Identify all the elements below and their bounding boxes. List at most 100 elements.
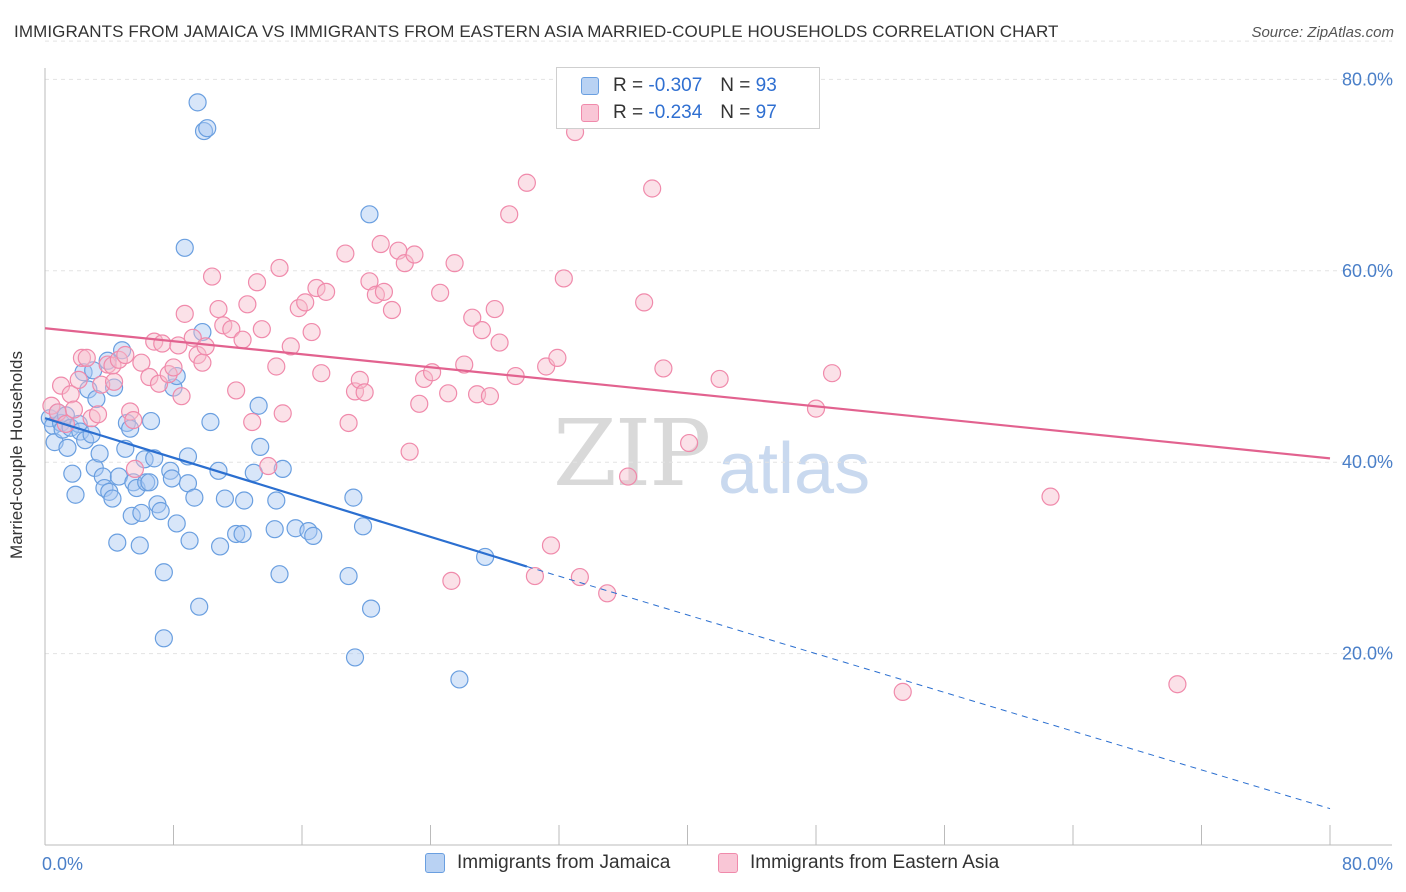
data-point	[196, 337, 215, 356]
data-point	[209, 299, 228, 319]
data-point	[431, 283, 450, 302]
data-point	[548, 348, 567, 367]
data-point	[132, 503, 151, 523]
data-point	[87, 389, 106, 409]
data-point	[124, 473, 143, 492]
data-point	[500, 205, 519, 224]
data-point	[69, 370, 88, 389]
data-point	[312, 364, 331, 383]
data-point	[339, 413, 358, 433]
data-point	[336, 244, 355, 263]
data-point	[153, 334, 172, 353]
series-jamaica-points	[40, 93, 495, 689]
data-point	[215, 489, 234, 508]
data-point	[361, 599, 381, 618]
legend-item-eastern-asia[interactable]: Immigrants from Eastern Asia	[718, 852, 999, 874]
data-point	[296, 293, 315, 312]
data-point	[485, 299, 504, 319]
legend-label-jamaica: Immigrants from Jamaica	[457, 852, 671, 873]
legend-swatch-blue	[581, 77, 599, 95]
chart-title: IMMIGRANTS FROM JAMAICA VS IMMIGRANTS FR…	[14, 22, 1059, 41]
data-point	[405, 245, 424, 264]
data-point	[267, 357, 286, 376]
legend-r-value: -0.307	[648, 75, 703, 96]
data-point	[77, 348, 96, 367]
x-tick-label: 0.0%	[42, 854, 83, 874]
data-point	[273, 404, 292, 423]
data-point	[344, 488, 363, 507]
legend-r-label: R =	[613, 102, 644, 123]
source-label: Source: ZipAtlas.com	[1251, 24, 1394, 41]
data-point	[201, 412, 220, 432]
data-point	[198, 119, 217, 138]
legend-n-label: N =	[720, 75, 751, 96]
data-point	[463, 308, 482, 327]
data-point	[227, 381, 246, 400]
trend-lines	[44, 327, 1331, 810]
data-point	[267, 491, 286, 510]
data-point	[445, 254, 464, 273]
legend-item-jamaica[interactable]: Immigrants from Jamaica	[425, 852, 670, 874]
data-point	[193, 322, 212, 342]
data-point	[149, 374, 169, 393]
tick-labels: 20.0% 40.0% 60.0% 80.0% 0.0% 80.0%	[42, 69, 1393, 874]
data-point	[304, 526, 323, 545]
data-point	[88, 405, 108, 424]
legend-r-label: R =	[613, 75, 644, 96]
data-point	[104, 372, 124, 391]
data-point	[259, 456, 278, 476]
data-point	[141, 411, 161, 431]
legend-label-eastern-asia: Immigrants from Eastern Asia	[750, 852, 1000, 873]
data-point	[680, 433, 699, 453]
data-point	[249, 396, 268, 415]
data-point	[345, 382, 365, 401]
legend-swatch-pink	[718, 853, 738, 873]
data-point	[822, 364, 842, 383]
trend-line-eastern-asia	[44, 327, 1331, 460]
legend-row-jamaica: R = -0.307 N = 93	[581, 74, 777, 98]
legend-row-eastern-asia: R = -0.234 N = 97	[581, 101, 777, 125]
data-point	[439, 384, 458, 403]
y-tick-label: 40.0%	[1342, 452, 1393, 472]
data-point	[654, 359, 673, 378]
data-point	[360, 205, 379, 224]
data-point	[64, 400, 84, 419]
data-point	[273, 459, 292, 478]
x-tick-label: 80.0%	[1342, 854, 1393, 874]
data-point	[643, 179, 662, 198]
data-point	[238, 295, 257, 314]
y-tick-label: 80.0%	[1342, 69, 1393, 89]
watermark-atlas: atlas	[718, 429, 871, 509]
data-point	[162, 469, 181, 488]
data-point	[161, 461, 180, 480]
data-point	[316, 282, 336, 301]
data-point	[93, 467, 112, 486]
data-point	[1168, 675, 1187, 694]
data-point	[806, 399, 826, 418]
data-point	[554, 269, 573, 288]
series-legend: Immigrants from Jamaica Immigrants from …	[0, 852, 1406, 878]
axes	[44, 68, 1392, 846]
data-point	[194, 121, 214, 141]
data-point	[455, 355, 474, 374]
data-point	[222, 320, 241, 339]
data-point	[345, 648, 365, 667]
data-point	[302, 322, 321, 342]
data-point	[307, 278, 326, 298]
data-point	[442, 571, 461, 590]
data-point	[227, 524, 246, 544]
data-point	[618, 467, 638, 486]
data-point	[339, 566, 358, 586]
legend-swatch-blue	[425, 853, 445, 873]
data-point	[270, 565, 289, 584]
data-point	[893, 682, 912, 701]
data-point	[252, 320, 271, 339]
data-point	[371, 234, 390, 254]
data-point	[233, 330, 252, 349]
data-point	[374, 282, 394, 301]
data-point	[210, 537, 230, 556]
trend-line-jamaica-extrapolated	[526, 566, 1331, 810]
data-point	[480, 387, 500, 406]
y-tick-label: 60.0%	[1342, 261, 1393, 281]
